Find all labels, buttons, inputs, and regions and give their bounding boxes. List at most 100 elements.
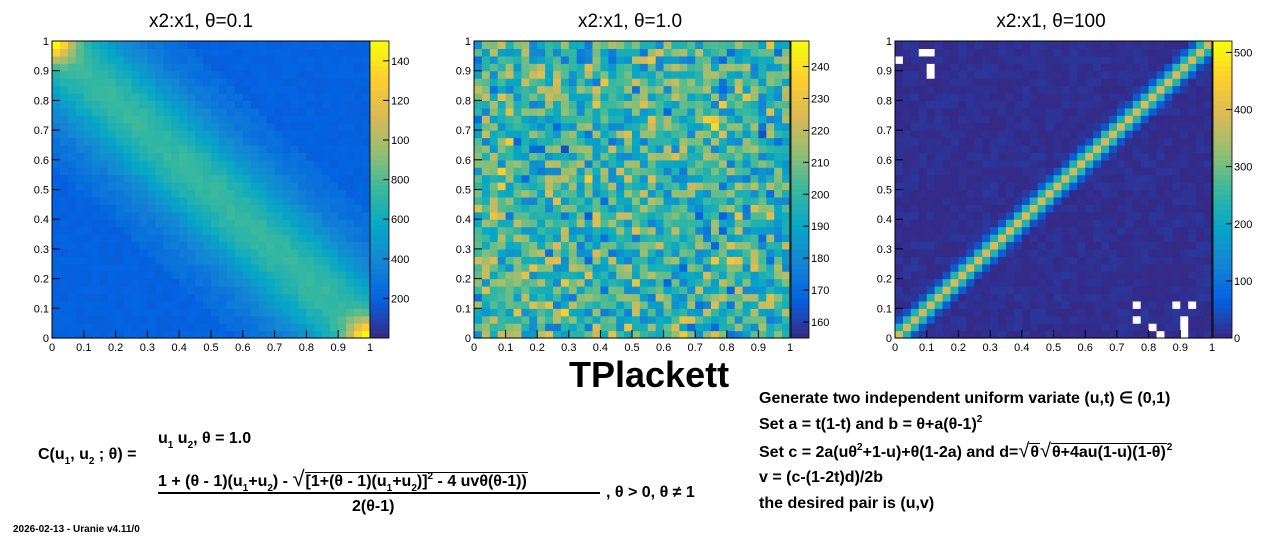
heatmap-bin [497, 115, 507, 124]
heatmap-bin [1069, 256, 1078, 265]
heatmap-bin [107, 182, 117, 191]
heatmap-bin [67, 211, 77, 220]
heatmap-bin [322, 204, 331, 213]
heatmap-bin [1029, 55, 1039, 64]
heatmap-bin [1188, 122, 1197, 131]
heatmap-bin [489, 211, 499, 220]
heatmap-bin [1156, 263, 1166, 272]
heatmap-bin [1124, 330, 1134, 339]
heatmap-bin [91, 85, 101, 94]
heatmap-bin [695, 300, 704, 309]
palette-step [370, 100, 389, 106]
heatmap-bin [576, 41, 586, 50]
heatmap-bin [560, 204, 570, 213]
heatmap-bin [505, 263, 515, 272]
heatmap-bin [226, 144, 236, 153]
heatmap-bin [974, 323, 983, 332]
heatmap-bin [537, 300, 546, 309]
heatmap-bin [647, 286, 657, 295]
heatmap-bin [742, 159, 752, 168]
heatmap-bin [568, 196, 578, 205]
heatmap-bin [226, 137, 236, 146]
heatmap-bin [474, 300, 483, 309]
heatmap-bin [679, 174, 688, 183]
heatmap-bin [982, 271, 991, 280]
heatmap-bin [1053, 219, 1063, 228]
heatmap-bin [1196, 122, 1205, 131]
heatmap-bin [902, 41, 912, 50]
heatmap-bin [1037, 219, 1047, 228]
heatmap-bin [75, 189, 85, 198]
heatmap-bin [998, 263, 1007, 272]
heatmap-bin [1140, 196, 1150, 205]
heatmap-bin [750, 211, 759, 220]
heatmap-bin [695, 107, 704, 116]
heatmap-bin [942, 226, 952, 235]
heatmap-bin [1085, 263, 1094, 272]
heatmap-bin [298, 256, 307, 265]
heatmap-bin [115, 234, 125, 243]
heatmap-bin [918, 189, 928, 198]
heatmap-bin [1037, 78, 1047, 87]
heatmap-bin [1013, 300, 1023, 309]
palette-step [370, 268, 389, 275]
heatmap-bin [568, 308, 578, 317]
heatmap-bin [774, 130, 783, 139]
heatmap-bin [529, 286, 538, 295]
heatmap-bin [998, 286, 1007, 295]
heatmap-bin [703, 241, 712, 250]
heatmap-bin [1148, 85, 1158, 94]
heatmap-bin [179, 308, 188, 317]
heatmap-bin [1077, 130, 1086, 139]
heatmap-bin [703, 211, 712, 220]
heatmap-bin [115, 152, 125, 161]
heatmap-bin [774, 70, 783, 79]
heatmap-bin [83, 189, 93, 198]
heatmap-bin [616, 293, 625, 302]
heatmap-bin [1093, 122, 1102, 131]
heatmap-bin [1053, 107, 1063, 116]
heatmap-bin [1085, 271, 1094, 280]
heatmap-bin [679, 115, 688, 124]
heatmap-bin [306, 48, 315, 57]
heatmap-bin [155, 234, 164, 243]
heatmap-bin [584, 248, 594, 257]
heatmap-bin [1164, 182, 1173, 191]
palette-step [791, 258, 809, 265]
y-tick-label: 0.8 [34, 95, 49, 107]
palette-step [370, 328, 389, 334]
heatmap-bin [67, 219, 77, 228]
y-tick-label: 0.3 [456, 244, 471, 256]
heatmap-bin [966, 219, 975, 228]
heatmap-bin [521, 92, 530, 101]
heatmap-bin [545, 271, 554, 280]
heatmap-bin [258, 48, 268, 57]
heatmap-bin [187, 271, 196, 280]
heatmap-bin [918, 330, 928, 339]
heatmap-bin [687, 182, 696, 191]
heatmap-bin [1045, 263, 1055, 272]
heatmap-bin [553, 219, 562, 228]
heatmap-bin [560, 256, 570, 265]
heatmap-bin [1021, 271, 1031, 280]
heatmap-bin [616, 85, 625, 94]
heatmap-bin [926, 144, 936, 153]
heatmap-bin [553, 92, 562, 101]
heatmap-bin [711, 55, 720, 64]
heatmap-bin [742, 63, 752, 72]
heatmap-bin [600, 308, 609, 317]
heatmap-bin [974, 241, 983, 250]
heatmap-bin [1156, 315, 1166, 324]
heatmap-bin [1013, 167, 1023, 176]
heatmap-bin [624, 174, 633, 183]
heatmap-bin [1085, 167, 1094, 176]
heatmap-bin [179, 196, 188, 205]
heatmap-bin [1061, 159, 1070, 168]
heatmap-panel-1: x2:x1, θ=0.10 0.1 0.2 0.3 0.4 0.5 0.6 0.7 0.8 0.9… [34, 11, 410, 354]
heatmap-bin [624, 256, 633, 265]
heatmap-bin [1013, 174, 1023, 183]
heatmap-bin [537, 152, 546, 161]
heatmap-bin [226, 130, 236, 139]
heatmap-bin [282, 144, 292, 153]
heatmap-bin [234, 115, 244, 124]
